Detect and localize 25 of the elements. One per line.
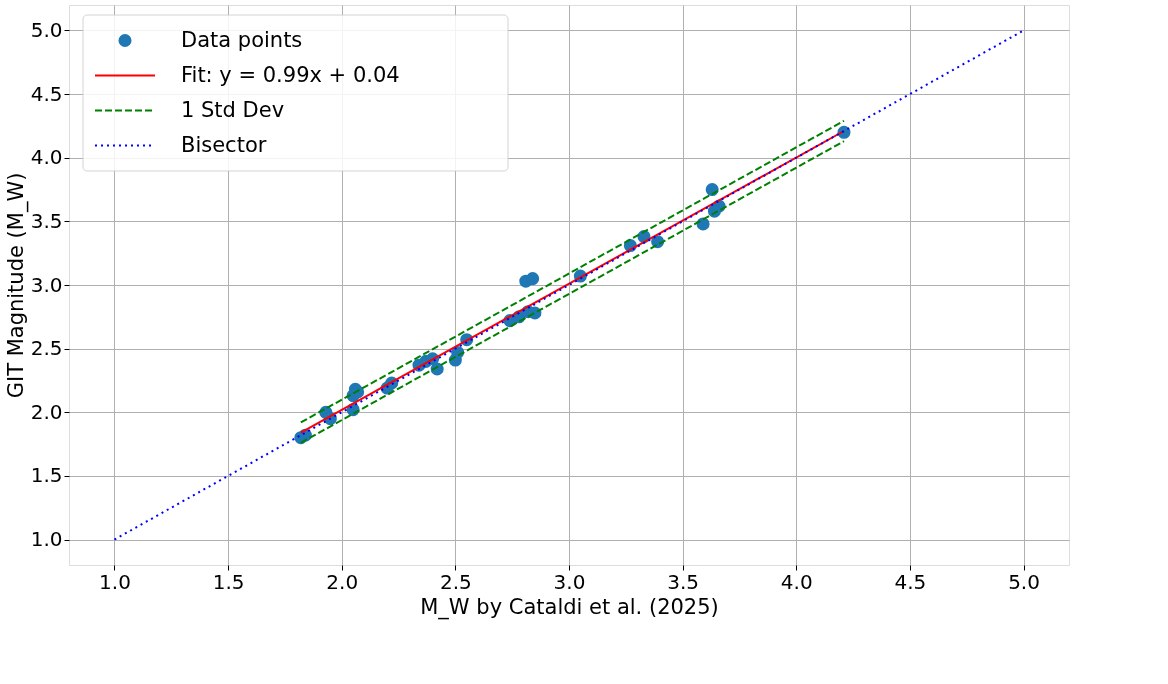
y-axis-title: GIT Magnitude (M_W) xyxy=(3,172,29,399)
x-tick-label: 1.5 xyxy=(212,569,245,594)
y-tick-label: 2.0 xyxy=(30,399,63,424)
x-tick-label: 2.5 xyxy=(439,569,472,594)
x-axis-title: M_W by Cataldi et al. (2025) xyxy=(420,594,719,620)
legend-label: Bisector xyxy=(181,132,267,157)
y-tick-label: 3.0 xyxy=(30,272,63,297)
legend-label: Fit: y = 0.99x + 0.04 xyxy=(181,62,400,87)
x-tick-label: 2.0 xyxy=(326,569,359,594)
x-tick-label: 5.0 xyxy=(1008,569,1040,594)
y-tick-label: 1.5 xyxy=(30,463,63,488)
y-tick-label: 4.0 xyxy=(30,145,63,170)
x-tick-label: 4.0 xyxy=(780,569,813,594)
x-tick-label: 3.0 xyxy=(553,569,586,594)
x-tick-label: 3.5 xyxy=(667,569,700,594)
legend-label: Data points xyxy=(181,27,303,52)
y-tick-label: 3.5 xyxy=(30,208,63,233)
y-tick-label: 1.0 xyxy=(30,527,63,552)
y-tick-label: 2.5 xyxy=(30,336,63,361)
y-tick-label: 4.5 xyxy=(30,81,63,106)
x-tick-label: 1.0 xyxy=(99,569,131,594)
point xyxy=(526,272,540,286)
legend-label: 1 Std Dev xyxy=(181,97,285,122)
y-tick-label: 5.0 xyxy=(30,17,63,42)
x-tick-label: 4.5 xyxy=(894,569,927,594)
